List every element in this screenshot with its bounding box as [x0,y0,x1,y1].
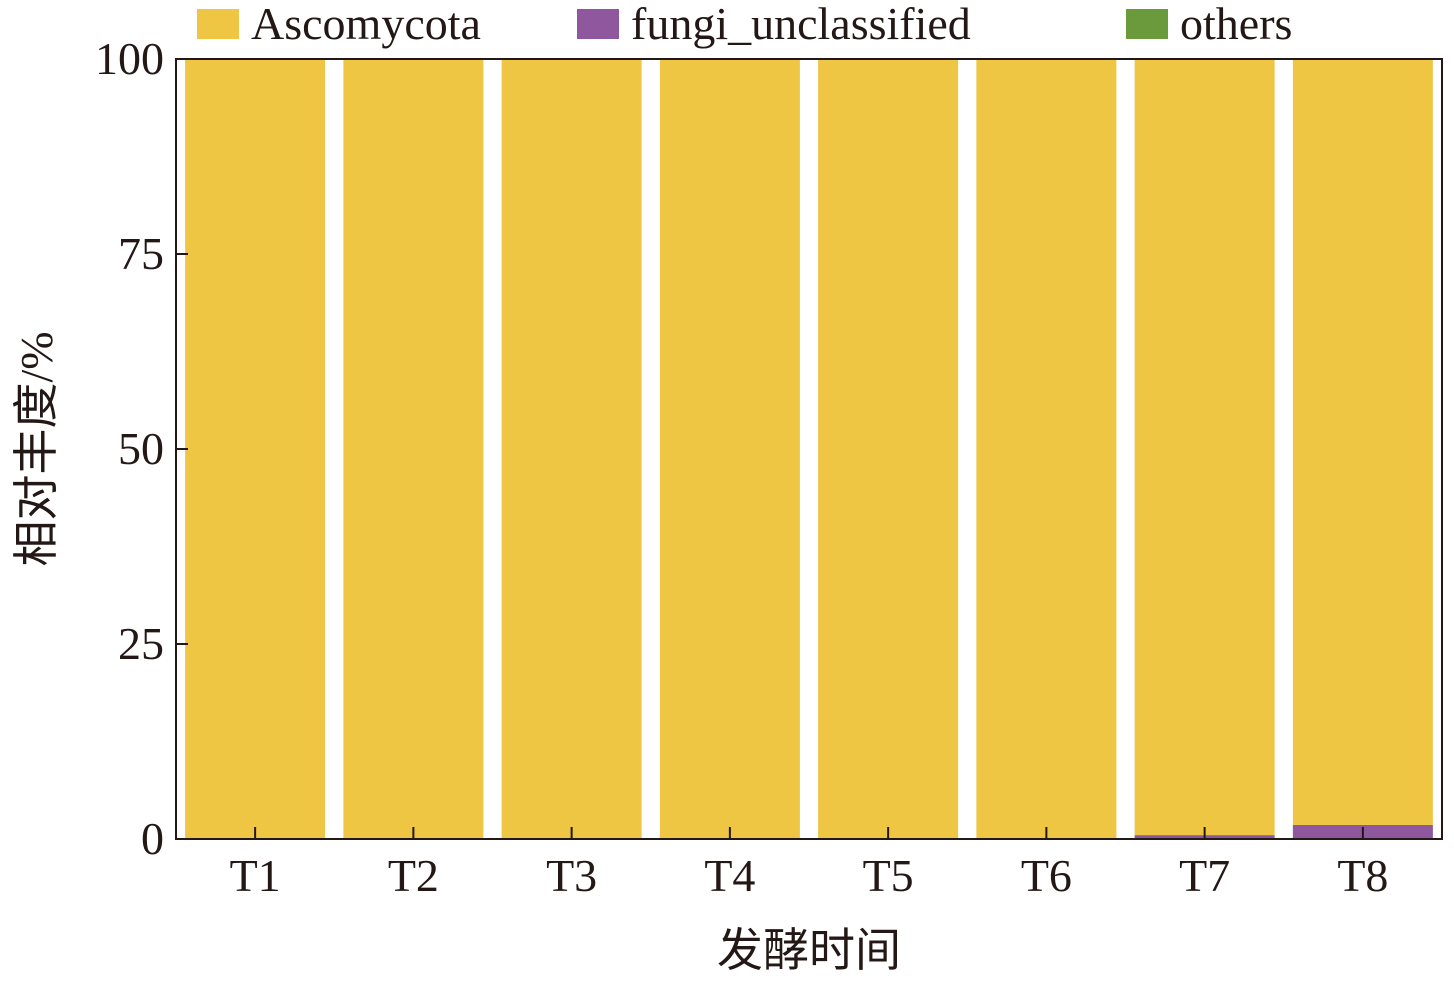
bar-T6-Ascomycota [976,59,1117,839]
bar-T7-Ascomycota [1134,59,1275,836]
x-axis-label: 发酵时间 [717,925,901,976]
bar-T5-Ascomycota [818,59,959,839]
bar-T4-Ascomycota [659,59,800,839]
y-tick-label: 75 [118,228,164,279]
x-tick-label: T2 [388,850,439,901]
y-tick-label: 0 [141,813,164,864]
legend-swatch-fungi_unclassified [577,9,619,39]
legend-label: others [1180,0,1292,49]
y-tick-label: 100 [95,33,164,84]
bar-T3-Ascomycota [501,59,642,839]
legend-label: Ascomycota [251,0,481,49]
x-tick-label: T8 [1337,850,1388,901]
legend-swatch-Ascomycota [197,9,239,39]
legend-swatch-others [1126,9,1168,39]
y-tick-label: 25 [118,618,164,669]
bar-T1-Ascomycota [185,59,326,839]
bar-T8-Ascomycota [1292,59,1433,825]
y-tick-label: 50 [118,423,164,474]
x-tick-label: T4 [704,850,755,901]
x-tick-label: T3 [546,850,597,901]
x-tick-label: T5 [863,850,914,901]
x-tick-label: T1 [230,850,281,901]
legend: Ascomycota fungi_unclassified others [197,0,1292,49]
y-axis-label: 相对丰度/% [11,331,62,566]
bars [185,59,1433,839]
axes: T1 T2 T3 T4 T5 T6 T7 T8 0 25 50 75 100 [95,33,1388,901]
x-tick-label: T6 [1021,850,1072,901]
legend-label: fungi_unclassified [631,0,971,49]
x-tick-label: T7 [1179,850,1230,901]
bar-T2-Ascomycota [343,59,484,839]
